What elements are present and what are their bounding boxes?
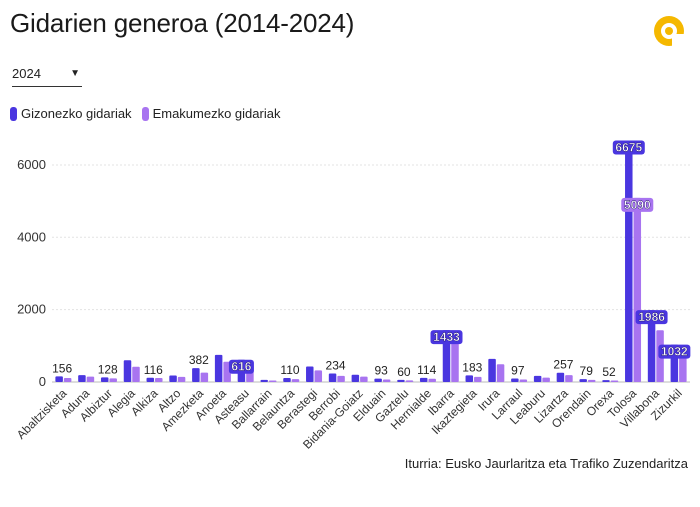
data-label: 97 [511,363,525,377]
bar [314,370,323,382]
data-label: 114 [417,363,436,377]
bar [200,372,209,382]
data-label: 1433 [433,330,460,344]
year-select-value: 2024 [12,66,41,81]
bar-chart: 0200040006000AbaltzisketaAdunaAlbizturAl… [14,140,691,450]
data-label: 5090 [624,198,651,212]
bar [533,375,542,382]
data-label: 52 [602,365,616,379]
legend-label-women: Emakumezko gidariak [152,106,281,121]
data-label-bg [635,310,668,325]
data-label: 183 [462,360,482,374]
bar [587,379,596,382]
brand-logo-icon [654,16,684,46]
bar [100,377,109,382]
bar [488,358,496,382]
bar [146,377,155,382]
bar [86,376,95,382]
data-label: 616 [231,360,251,374]
data-label: 110 [280,363,299,377]
bar [633,197,642,382]
legend-item-women[interactable]: Emakumezko gidariak [141,106,281,121]
data-label-bg [228,359,254,374]
bar [337,375,345,382]
data-label: 1032 [661,345,688,359]
data-label: 234 [326,359,346,373]
bar [374,378,382,382]
bar [556,372,565,382]
bar [625,140,633,382]
bar [465,375,474,382]
data-label: 1986 [638,310,665,324]
bar [328,373,337,382]
bar [428,378,436,382]
bar [283,378,291,382]
bar [565,375,573,382]
bar [123,360,132,382]
legend-item-men[interactable]: Gizonezko gidariak [10,106,132,121]
data-label: 79 [580,364,594,378]
bar [451,333,459,382]
data-label: 382 [189,353,209,367]
page-title: Gidarien generoa (2014-2024) [10,8,355,38]
chevron-down-icon: ▼ [70,68,80,79]
bar [177,376,186,382]
bar [602,380,610,382]
bar [679,354,687,382]
bar [474,376,482,382]
bar [519,379,528,382]
y-tick-label: 4000 [17,229,46,244]
bar [397,379,405,382]
data-label-bg [430,330,463,345]
bar [268,380,277,382]
y-tick-label: 0 [39,374,46,389]
bar [291,379,300,382]
legend-swatch-women [141,106,149,121]
bar [260,379,268,382]
bar [511,378,519,382]
legend-swatch-men [10,106,17,121]
bar [360,376,368,382]
bar [78,375,86,382]
data-label: 128 [98,362,118,376]
legend: Gizonezko gidariak Emakumezko gidariak [10,106,280,121]
data-label: 116 [144,363,163,377]
y-tick-label: 6000 [17,157,46,172]
y-tick-label: 2000 [17,302,46,317]
bar [351,374,360,382]
data-label: 93 [374,364,388,378]
legend-label-men: Gizonezko gidariak [21,106,132,121]
bar [610,380,619,382]
bar [63,378,72,382]
source-note: Iturria: Eusko Jaurlaritza eta Trafiko Z… [404,456,688,471]
bar [647,310,656,382]
bar [382,379,391,382]
year-select[interactable]: 2024 ▼ [12,62,82,87]
bar [579,379,587,382]
bar [169,375,177,382]
data-label: 60 [397,365,411,379]
x-tick-label: Alkiza [128,386,161,419]
bar [542,377,550,382]
bar [109,378,117,382]
bar [155,378,163,382]
data-label-bg [658,344,691,359]
data-label: 257 [553,358,573,372]
data-label-bg [621,197,654,212]
bar [496,364,505,382]
bar [405,380,414,382]
bar [132,366,140,382]
data-label: 156 [52,361,72,375]
data-label-bg [612,140,645,155]
bar [419,377,428,382]
bar [214,354,223,382]
bar [192,368,200,382]
bar [55,376,63,382]
bar [306,366,314,382]
data-label: 6675 [615,141,642,155]
